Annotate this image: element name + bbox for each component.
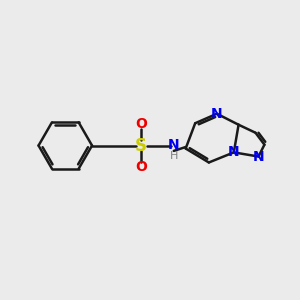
- Text: S: S: [135, 136, 147, 154]
- Text: N: N: [228, 146, 240, 159]
- Text: H: H: [169, 151, 178, 161]
- Text: N: N: [211, 107, 223, 121]
- Text: O: O: [135, 160, 147, 174]
- Text: N: N: [253, 149, 264, 164]
- Text: N: N: [168, 138, 180, 152]
- Text: O: O: [135, 117, 147, 131]
